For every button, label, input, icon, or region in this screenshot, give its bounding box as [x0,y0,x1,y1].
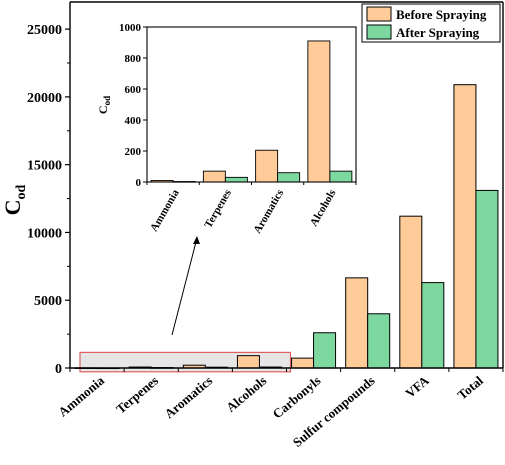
inset-x-tick-label: Aromatics [251,187,286,236]
legend-label-before: Before Spraying [396,7,487,22]
legend-label-after: After Spraying [396,25,480,40]
y-tick-label: 20000 [27,91,62,106]
inset-bar-terpenes-before [202,170,226,183]
legend-swatch-before [366,6,392,22]
y-axis-label: Cod [0,184,29,215]
y-tick-label: 5000 [34,294,62,309]
y-tick-label: 15000 [27,159,62,174]
callout-arrow-head [193,236,200,244]
bar-carbonyls-after [313,332,337,369]
x-tick-label: Total [454,373,486,403]
inset-y-tick-label: 0 [136,177,142,189]
bar-vfa-after [421,282,445,369]
inset-bar-terpenes-after [224,176,248,183]
legend-swatch-after [366,24,392,40]
bar-total-after [475,189,499,369]
x-tick-label: Aromatics [162,373,216,421]
x-tick-label: Alcohols [223,373,269,415]
inset-y-tick-label: 800 [125,53,142,65]
inset-x-tick-label: Ammonia [148,187,182,234]
bar-sulfur-compounds-after [367,313,391,369]
y-tick-label: 0 [55,362,62,377]
y-tick-label: 25000 [27,23,62,38]
inset-y-tick-label: 200 [125,146,142,158]
inset-chart: Ammonia Terpenes Aromatics Alcohols 0 200 400 6… [96,22,357,236]
bar-total-before [453,84,477,369]
x-tick-label: VFA [402,372,432,400]
inset-bar-alcohols-before [307,40,331,183]
x-tick-label: Terpenes [113,373,161,417]
bar-alcohols-before [236,355,260,369]
inset-x-tick-label: Alcohols [308,187,339,229]
inset-y-tick-label: 400 [125,115,142,127]
inset-x-tick-label: Terpenes [202,187,234,230]
inset-y-tick-label: 600 [125,84,142,96]
inset-y-axis-label-main: C [96,105,110,114]
bar-vfa-before [399,215,423,369]
inset-y-axis-label-sub: od [102,96,112,106]
x-tick-label: Ammonia [55,372,107,419]
bar-carbonyls-before [291,357,315,369]
callout-arrow-line [171,237,198,336]
y-tick-label: 10000 [27,226,62,241]
inset-y-axis-label: Cod [96,96,112,114]
x-tick-label: Carbonyls [270,373,324,422]
y-axis-label-sub: od [14,184,29,199]
bar-sulfur-compounds-before [345,277,369,369]
inset-bar-alcohols-after [329,170,353,183]
inset-bar-aromatics-after [277,172,301,183]
legend: Before Spraying After Spraying [361,3,501,43]
inset-y-tick-label: 1000 [119,22,142,34]
inset-bar-aromatics-before [255,149,279,183]
y-axis-label-main: C [0,199,25,215]
